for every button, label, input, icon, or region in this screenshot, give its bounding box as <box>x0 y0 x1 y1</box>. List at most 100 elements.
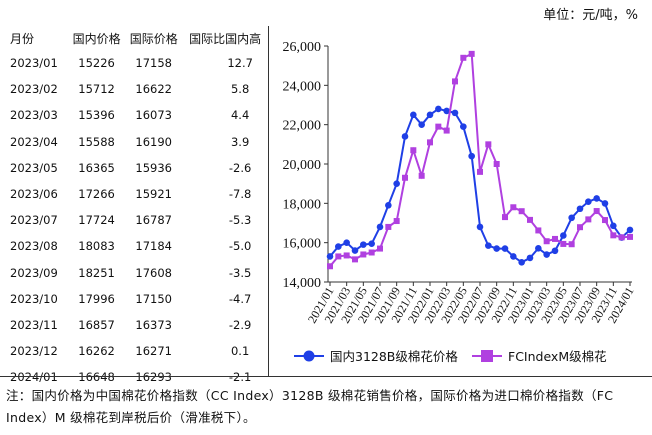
data-point <box>627 233 633 240</box>
data-point <box>443 107 450 115</box>
table-cell: 2023/06 <box>10 187 58 202</box>
table-row: 2023/07 17724 16787 -5.3 <box>4 207 268 233</box>
y-tick-label: 16,000 <box>283 237 322 252</box>
table-cell: 15712 <box>78 82 115 97</box>
data-point <box>493 245 500 252</box>
data-point <box>493 161 500 167</box>
data-point <box>435 123 442 130</box>
data-point <box>602 217 608 224</box>
table-cell: -2.9 <box>228 317 252 332</box>
data-point <box>626 226 634 234</box>
legend: 国内3128B级棉花价格 FCIndexM级棉花 <box>294 349 607 364</box>
table-row: 2023/12 16262 16271 0.1 <box>4 338 268 364</box>
data-point <box>352 256 358 263</box>
data-point <box>501 245 509 252</box>
data-point <box>510 204 517 211</box>
data-point <box>527 216 533 223</box>
data-point <box>476 223 484 231</box>
data-point <box>385 223 392 230</box>
data-point <box>343 239 350 246</box>
data-point <box>535 245 542 252</box>
series-line <box>329 52 631 267</box>
table-cell: 17150 <box>135 291 172 306</box>
table-cell: 4.4 <box>230 108 250 123</box>
table-cell: 16622 <box>135 82 172 97</box>
data-point <box>385 202 392 209</box>
table-cell: 2023/08 <box>10 239 58 254</box>
data-point <box>368 240 375 247</box>
data-point <box>368 249 375 256</box>
data-point <box>535 227 542 234</box>
data-point <box>460 123 467 130</box>
table-cell: 16271 <box>135 344 172 359</box>
data-point <box>427 139 433 146</box>
data-point <box>576 205 584 213</box>
table-row: 2023/06 17266 15921 -7.8 <box>4 181 268 207</box>
table-header-cell: 国际价格 <box>129 31 178 46</box>
table-cell: 2024/01 <box>10 370 58 385</box>
data-point <box>401 133 409 140</box>
series-line <box>329 107 631 264</box>
y-tick-label: 20,000 <box>283 158 322 173</box>
y-tick-label: 14,000 <box>283 276 322 291</box>
table-cell: 16648 <box>78 370 115 385</box>
data-point <box>551 247 559 255</box>
data-point <box>585 198 592 206</box>
data-point <box>518 208 525 215</box>
data-point <box>568 241 575 248</box>
table-cell: 2023/04 <box>10 134 58 149</box>
footnote: 注：国内价格为中国棉花价格指数（CC Index）3128B 级棉花销售价格，国… <box>0 376 652 429</box>
data-point <box>402 174 408 181</box>
legend-marker <box>303 350 315 362</box>
data-point <box>510 253 517 260</box>
x-axis-labels: 2021/012021/032021/052021/072021/092021/… <box>305 285 637 326</box>
data-point <box>393 180 400 187</box>
data-point <box>460 54 467 61</box>
table-cell: 15936 <box>135 160 172 175</box>
data-point <box>468 152 475 160</box>
data-point <box>327 263 333 270</box>
data-point <box>526 254 534 262</box>
data-point <box>593 195 600 202</box>
data-point <box>610 232 617 239</box>
data-point <box>568 214 575 222</box>
table-cell: 16365 <box>78 160 115 175</box>
table-cell: -2.1 <box>228 370 252 385</box>
table-cell: 15588 <box>78 134 115 149</box>
y-tick-label: 24,000 <box>283 79 322 94</box>
table-cell: 16190 <box>135 134 172 149</box>
table-row: 2023/10 17996 17150 -4.7 <box>4 286 268 312</box>
y-axis-labels: 14,000 16,000 18,000 20,000 22,000 24,000 26,0… <box>283 40 322 291</box>
table-cell: -5.0 <box>228 239 252 254</box>
data-point <box>410 111 417 119</box>
data-point <box>477 168 483 175</box>
table-row: 2023/09 18251 17608 -3.5 <box>4 260 268 286</box>
table-row: 2023/05 16365 15936 -2.6 <box>4 155 268 181</box>
table-row: 2023/01 15226 17158 12.7 <box>4 50 268 76</box>
table-cell: 16293 <box>135 370 172 385</box>
data-point <box>451 109 459 117</box>
series-lines <box>326 50 634 270</box>
table-cell: -3.5 <box>228 265 252 280</box>
data-point <box>543 238 550 245</box>
data-point <box>343 252 350 259</box>
data-point <box>443 127 450 134</box>
table-row: 2023/04 15588 16190 3.9 <box>4 129 268 155</box>
table-cell: 17608 <box>135 265 172 280</box>
y-tick-label: 26,000 <box>283 40 322 55</box>
table-cell: 3.9 <box>230 134 250 149</box>
table-cell: 16857 <box>78 317 115 332</box>
legend-marker <box>481 350 493 362</box>
price-chart: 14,000 16,000 18,000 20,000 22,000 24,000 26,0… <box>283 40 637 364</box>
table-cell: 16373 <box>135 317 172 332</box>
chart-axes <box>324 45 632 286</box>
table-cell: 2023/09 <box>10 265 58 280</box>
legend-label: FCIndexM级棉花 <box>508 349 607 364</box>
table-cell: -2.6 <box>228 160 252 175</box>
data-point <box>518 259 525 266</box>
data-point <box>502 214 508 221</box>
data-point <box>360 241 367 248</box>
data-point <box>418 121 425 128</box>
table-cell: 15396 <box>78 108 115 123</box>
y-tick-label: 22,000 <box>283 119 322 134</box>
